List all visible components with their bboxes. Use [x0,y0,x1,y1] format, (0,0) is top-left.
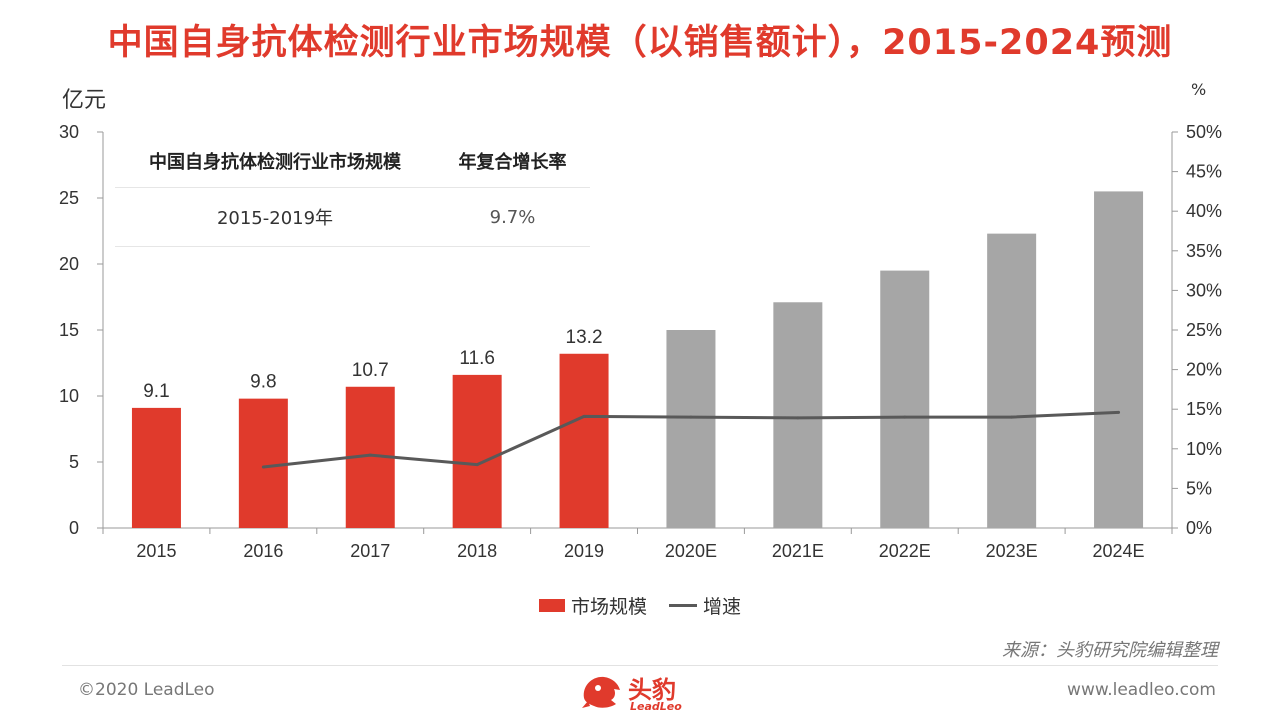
left-tick-label: 5 [69,452,79,472]
right-tick-label: 25% [1186,320,1222,340]
left-axis-unit: 亿元 [62,88,107,113]
right-tick-label: 0% [1186,518,1212,538]
growth-rate-point [582,414,586,418]
cagr-table-header: 中国自身抗体检测行业市场规模 年复合增长率 [115,135,590,188]
x-tick-label: 2017 [350,541,390,561]
growth-rate-point [475,463,479,467]
cagr-table-row: 2015-2019年 9.7% [115,188,590,247]
growth-rate-point [368,453,372,457]
market-size-bar [238,398,288,528]
x-tick-label: 2024E [1093,541,1145,561]
x-tick-label: 2020E [665,541,717,561]
right-tick-label: 40% [1186,201,1222,221]
bar-data-label: 9.8 [250,372,276,393]
left-tick-label: 15 [59,320,79,340]
logo-text: 头豹 [628,676,676,704]
x-tick-label: 2019 [564,541,604,561]
bar-data-label: 11.6 [459,348,495,369]
cagr-table: 中国自身抗体检测行业市场规模 年复合增长率 2015-2019年 9.7% [115,135,590,247]
forecast-bar [987,233,1037,528]
x-tick-label: 2021E [772,541,824,561]
bar-data-label: 13.2 [566,327,603,348]
x-tick-label: 2015 [136,541,176,561]
growth-rate-point [261,465,265,469]
left-tick-label: 0 [69,518,79,538]
forecast-bar [1094,191,1144,528]
cagr-value: 9.7% [489,206,536,228]
website-url: www.leadleo.com [1067,680,1216,700]
data-labels: 9.1 9.8 10.7 11.6 13.2 [143,327,602,402]
growth-rate-point [796,416,800,420]
legend-item-market-size: 市场规模 [538,592,647,619]
left-tick-label: 25 [59,188,79,208]
legend-item-growth: 增速 [669,592,741,619]
growth-rate-point [1010,415,1014,419]
right-tick-label: 35% [1186,241,1222,261]
legend-bar-label: 市场规模 [570,596,647,618]
leopard-head-icon [582,676,620,708]
cagr-period: 2015-2019年 [216,208,334,229]
footer-divider [62,665,1218,666]
bar-data-label: 10.7 [352,360,389,381]
legend-line-swatch [669,604,697,607]
source-note: 来源：头豹研究院编辑整理 [1002,640,1218,661]
logo-subtext: LeadLeo [630,700,682,713]
chart-title: 中国自身抗体检测行业市场规模（以销售额计），2015-2024预测 [107,23,1173,63]
bar-data-label: 9.1 [143,381,169,402]
forecast-bar [880,270,930,528]
growth-rate-point [903,415,907,419]
left-tick-label: 20 [59,254,79,274]
right-tick-label: 15% [1186,399,1222,419]
market-size-bar [559,353,609,528]
right-tick-label: 50% [1186,122,1222,142]
leadleo-logo: 头豹 LeadLeo [578,668,718,718]
cagr-header-rate: 年复合增长率 [458,152,567,173]
market-size-bar [452,374,502,528]
right-tick-label: 20% [1186,360,1222,380]
chart-legend: 市场规模 增速 [0,592,1280,619]
left-tick-label: 30 [59,122,79,142]
left-tick-label: 10 [59,386,79,406]
legend-line-label: 增速 [703,596,742,618]
x-tick-label: 2022E [879,541,931,561]
right-tick-label: 30% [1186,280,1222,300]
right-tick-label: 10% [1186,439,1222,459]
cagr-header-market: 中国自身抗体检测行业市场规模 [149,152,401,173]
copyright-text: ©2020 LeadLeo [78,680,215,700]
growth-rate-point [689,415,693,419]
market-size-bar [131,407,181,528]
forecast-bar [666,330,716,528]
x-tick-label: 2023E [986,541,1038,561]
right-tick-label: 45% [1186,162,1222,182]
line-series [261,410,1121,469]
growth-rate-point [1117,410,1121,414]
legend-bar-swatch [538,599,565,612]
chart-axes: 0 5 10 15 20 25 30 0% 5% 10% 15% 20% 25% 30% 35% 40% 45%… [59,122,1222,561]
x-tick-label: 2018 [457,541,497,561]
bar-series [131,191,1144,528]
right-axis-unit: % [1191,80,1207,99]
forecast-bar [773,302,823,528]
right-tick-label: 5% [1186,478,1212,498]
x-tick-label: 2016 [243,541,283,561]
